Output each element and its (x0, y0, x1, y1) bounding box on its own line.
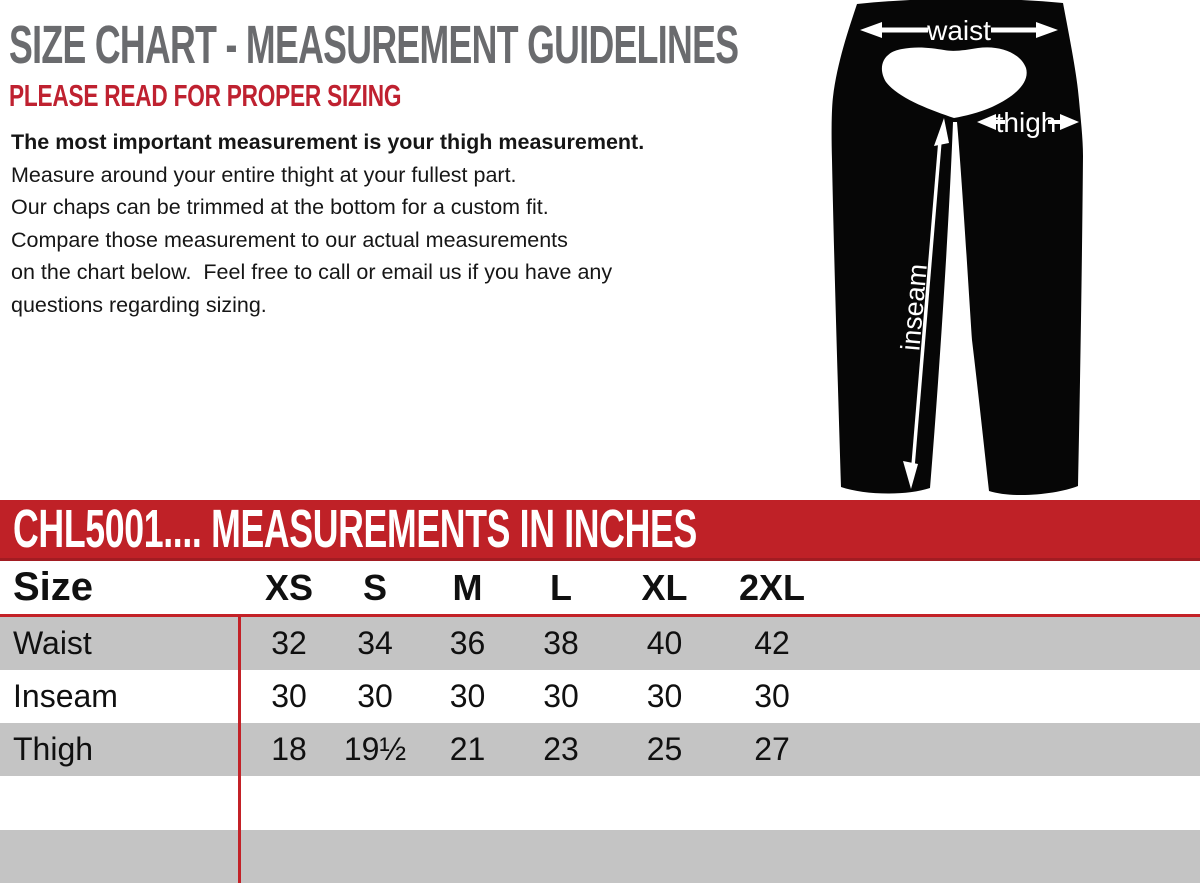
banner-title: CHL5001.... MEASUREMENTS IN INCHES (13, 499, 697, 559)
inseam-xl: 30 (646, 678, 683, 714)
table-row-thigh: Thigh 18 19½ 21 23 25 27 (0, 723, 1200, 776)
waist-arrow (860, 22, 1058, 38)
chaps-measurement-diagram: waist thigh inseam (831, 0, 1083, 496)
waist-m: 36 (449, 625, 486, 661)
inseam-m: 30 (449, 678, 486, 714)
waist-2xl: 42 (754, 625, 790, 661)
thigh-arrow (977, 114, 1079, 130)
thigh-2xl: 27 (754, 731, 790, 767)
thigh-xs: 18 (271, 731, 307, 767)
table-row-empty-white (0, 776, 1200, 830)
product-banner: CHL5001.... MEASUREMENTS IN INCHES (0, 499, 1200, 561)
size-column-header: Size (13, 565, 94, 609)
waist-label: waist (926, 15, 991, 46)
sizing-instructions: The most important measurement is your t… (11, 126, 644, 321)
chaps-silhouette (831, 0, 1083, 496)
size-header-s: S (362, 566, 387, 608)
thigh-m: 21 (449, 731, 486, 767)
instruction-line: Compare those measurement to our actual … (11, 227, 568, 252)
inseam-arrow (903, 118, 949, 489)
size-header-xl: XL (641, 566, 688, 608)
table-divider-vertical (238, 614, 241, 883)
table-row-waist: Waist 32 34 36 38 40 42 (0, 617, 1200, 670)
table-row-empty-gray (0, 830, 1200, 883)
page-subtitle: PLEASE READ FOR PROPER SIZING (9, 78, 402, 113)
thigh-s: 19½ (343, 731, 407, 767)
table-header-row: Size XS S M L XL 2XL (0, 561, 1200, 614)
instruction-line: Our chaps can be trimmed at the bottom f… (11, 195, 549, 219)
size-header-m: M (452, 566, 483, 608)
inseam-s: 30 (357, 678, 393, 714)
instruction-line: on the chart below. Feel free to call or… (11, 260, 613, 284)
thigh-xl: 25 (646, 731, 683, 767)
row-label: Thigh (13, 731, 94, 767)
waist-s: 34 (357, 625, 393, 661)
waist-xl: 40 (646, 625, 683, 661)
inseam-l: 30 (543, 678, 579, 714)
size-header-2xl: 2XL (738, 566, 806, 608)
size-header-xs: XS (264, 566, 314, 608)
instruction-line: Measure around your entire thight at you… (11, 162, 517, 187)
row-label: Waist (13, 625, 92, 661)
size-header-l: L (550, 566, 572, 608)
inseam-2xl: 30 (754, 678, 790, 714)
page-title: SIZE CHART - MEASUREMENT GUIDELINES (9, 15, 739, 75)
instruction-line: The most important measurement is your t… (11, 130, 645, 154)
instruction-line: questions regarding sizing. (11, 292, 267, 317)
thigh-label: thigh (996, 107, 1057, 138)
waist-xs: 32 (271, 625, 307, 661)
thigh-l: 23 (543, 731, 579, 767)
row-label: Inseam (13, 678, 118, 714)
table-row-inseam: Inseam 30 30 30 30 30 30 (0, 670, 1200, 723)
table-divider-horizontal (0, 614, 1200, 617)
inseam-xs: 30 (271, 678, 307, 714)
waist-l: 38 (543, 625, 579, 661)
